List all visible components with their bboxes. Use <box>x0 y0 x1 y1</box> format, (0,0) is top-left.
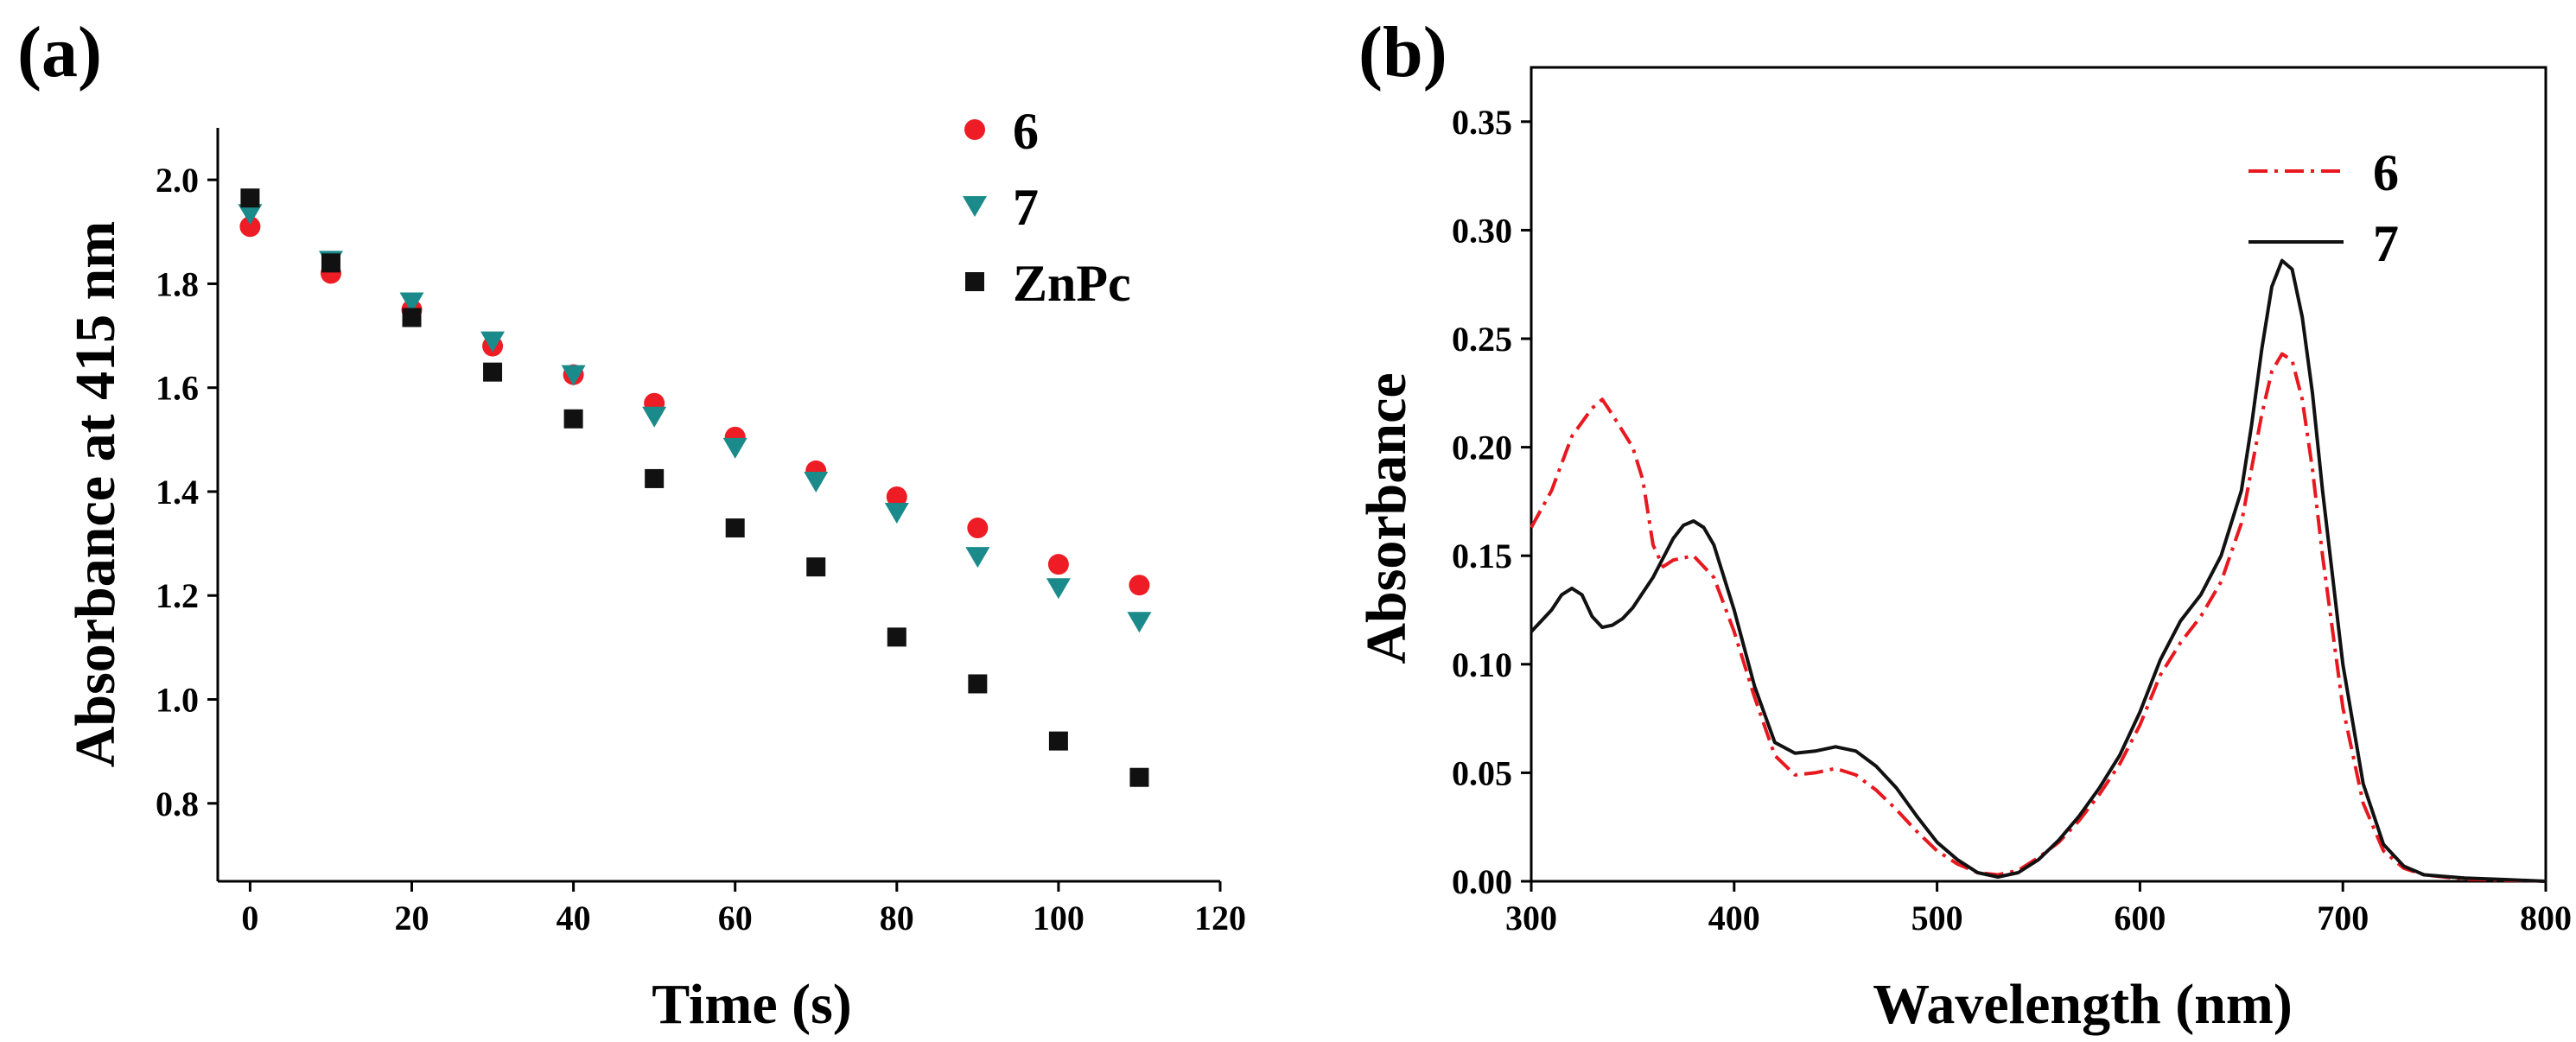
data-point-znpc <box>321 253 340 273</box>
data-point-6 <box>1047 554 1069 575</box>
a-y-tick-label: 1.8 <box>156 264 199 303</box>
b-x-tick-label: 600 <box>2114 899 2166 937</box>
data-point-7 <box>1127 612 1152 633</box>
b-plot-frame <box>1530 66 2547 883</box>
panel-b-x-axis-title: Wavelength (nm) <box>1873 973 2293 1036</box>
data-point-7 <box>965 547 990 569</box>
data-point-7 <box>804 471 829 492</box>
data-point-7 <box>642 406 667 428</box>
data-point-7 <box>480 331 506 353</box>
legend-label-7: 7 <box>1013 179 1039 236</box>
panel-b-ticks: 300 400 500 600 700 800 0.00 0.05 0.10 0.15 0.20 0.… <box>1452 103 2572 937</box>
a-y-tick-label: 1.6 <box>156 369 199 408</box>
a-y-tick-label: 2.0 <box>156 161 199 200</box>
a-x-tick-label: 120 <box>1194 899 1246 937</box>
data-point-6 <box>886 486 907 507</box>
data-point-znpc <box>806 557 826 577</box>
a-x-tick-label: 80 <box>880 899 914 937</box>
panel-a: (a) 0 20 40 60 80 100 120 0.8 1.0 1.2 1.4 1.6 1.8 2.0… <box>17 12 1246 1036</box>
data-point-6 <box>239 216 261 238</box>
b-x-tick-label: 700 <box>2317 899 2369 937</box>
b-x-tick-label: 500 <box>1911 899 1963 937</box>
panel-a-ticks: 0 20 40 60 80 100 120 0.8 1.0 1.2 1.4 1.6 1.8 2.0 <box>156 161 1246 937</box>
b-y-tick-label: 0.05 <box>1452 753 1512 792</box>
b-y-tick-label: 0.15 <box>1452 537 1512 575</box>
data-point-7 <box>238 204 263 226</box>
series-znpc-points <box>240 188 1149 787</box>
panel-b-label: (b) <box>1358 12 1447 92</box>
panel-a-data-points <box>238 188 1152 787</box>
panel-b-axes <box>1530 66 2547 883</box>
legend-label-6: 6 <box>1013 103 1039 160</box>
data-point-znpc <box>1048 731 1068 751</box>
data-point-znpc <box>563 409 583 429</box>
data-point-7 <box>399 292 424 314</box>
panel-b-series-lines <box>1530 258 2547 883</box>
legend-label-7: 7 <box>2373 215 2399 272</box>
panel-b: (b) 300 400 500 600 700 800 0.00 0.05 0.10 0.15 0.… <box>1355 12 2572 1036</box>
a-x-tick-label: 60 <box>718 899 753 937</box>
b-y-tick-label: 0.25 <box>1452 320 1512 359</box>
legend-marker-7 <box>963 196 987 217</box>
panel-a-y-axis-title: Absorbance at 415 nm <box>64 221 127 768</box>
series-7-points <box>238 204 1152 633</box>
b-y-tick-label: 0.35 <box>1452 103 1512 142</box>
legend-marker-6 <box>964 119 985 140</box>
panel-a-axes <box>216 128 1220 883</box>
b-x-tick-label: 400 <box>1708 899 1760 937</box>
b-y-tick-label: 0.00 <box>1452 862 1512 901</box>
data-point-znpc <box>1129 767 1149 787</box>
a-x-tick-label: 20 <box>395 899 429 937</box>
b-y-tick-label: 0.10 <box>1452 645 1512 684</box>
b-y-tick-label: 0.20 <box>1452 429 1512 467</box>
a-y-tick-label: 1.2 <box>156 576 199 615</box>
data-point-znpc <box>402 308 422 327</box>
data-point-6 <box>967 518 989 539</box>
panel-a-label: (a) <box>17 12 102 92</box>
panel-a-x-axis-title: Time (s) <box>652 973 852 1036</box>
panel-b-legend: 67 <box>2248 144 2399 272</box>
data-point-znpc <box>887 627 906 647</box>
data-point-6 <box>1129 575 1150 596</box>
a-x-tick-label: 40 <box>557 899 591 937</box>
b-x-tick-label: 800 <box>2520 899 2572 937</box>
series-7-line <box>1530 258 2547 883</box>
legend-marker-znpc <box>965 272 984 291</box>
data-point-7 <box>722 437 747 459</box>
data-point-znpc <box>968 674 988 694</box>
a-x-tick-label: 0 <box>241 899 258 937</box>
data-point-znpc <box>645 468 665 488</box>
legend-label-znpc: ZnPc <box>1013 255 1131 312</box>
data-point-znpc <box>240 188 260 208</box>
b-y-tick-label: 0.30 <box>1452 211 1512 250</box>
series-6-line <box>1530 352 2547 883</box>
a-y-tick-label: 0.8 <box>156 785 199 823</box>
panel-a-legend: 6 7 ZnPc <box>963 103 1131 312</box>
data-point-7 <box>1046 578 1071 600</box>
data-point-znpc <box>725 518 745 538</box>
a-x-tick-label: 100 <box>1033 899 1084 937</box>
a-y-tick-label: 1.0 <box>156 681 199 720</box>
a-y-tick-label: 1.4 <box>156 473 199 511</box>
legend-label-6: 6 <box>2373 144 2399 201</box>
data-point-7 <box>884 503 909 524</box>
data-point-znpc <box>483 362 503 382</box>
b-x-tick-label: 300 <box>1505 899 1557 937</box>
panel-b-y-axis-title: Absorbance <box>1355 372 1418 664</box>
data-point-7 <box>561 365 586 386</box>
